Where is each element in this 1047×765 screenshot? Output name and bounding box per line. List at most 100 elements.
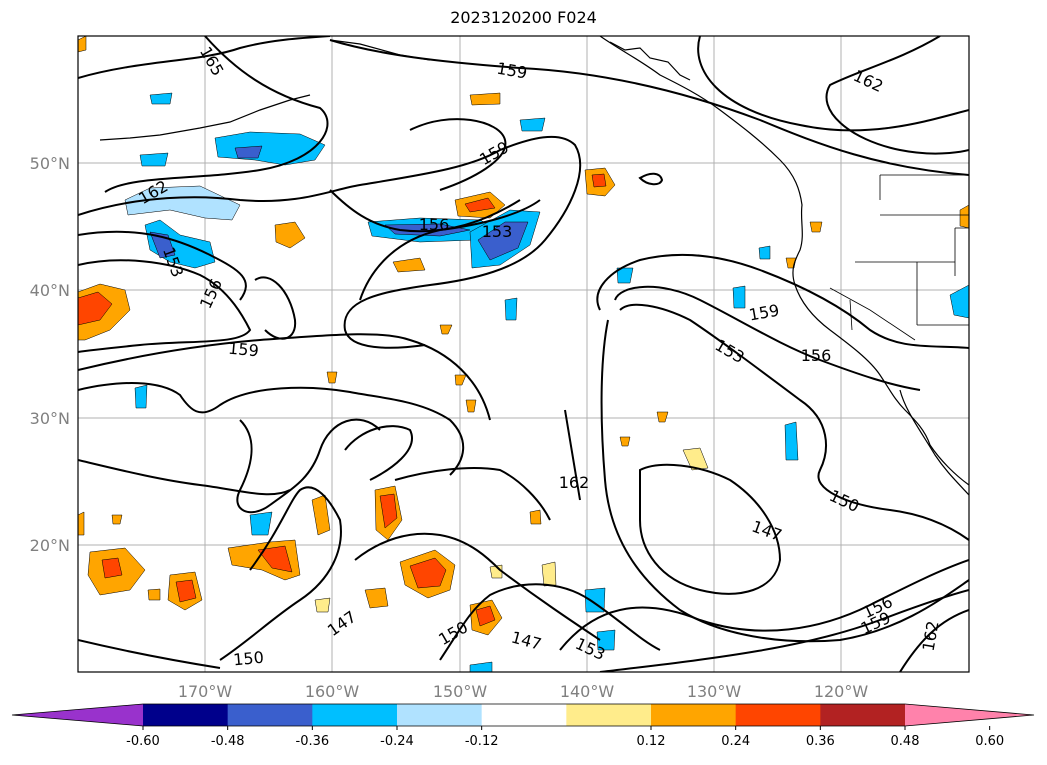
- negative-patch: [384, 223, 471, 237]
- contour-line: [619, 303, 969, 541]
- colorbar-tick-label: -0.36: [296, 734, 330, 749]
- positive-patch: [809, 221, 823, 233]
- negative-patch: [134, 384, 148, 409]
- contour-line: [359, 199, 541, 301]
- lon-label: 130°W: [687, 682, 742, 701]
- colorbar-swatch: [820, 704, 906, 726]
- negative-patch: [732, 285, 746, 309]
- negative-patch: [784, 421, 799, 461]
- positive-patch: [469, 92, 501, 106]
- positive-patch: [409, 557, 447, 589]
- lat-axis: 50°N 40°N 30°N 20°N: [30, 154, 70, 555]
- negative-patch: [124, 185, 241, 221]
- contour-line: [394, 467, 551, 521]
- positive-patch: [591, 173, 607, 188]
- positive-patch: [175, 579, 197, 603]
- contour-line: [599, 589, 969, 672]
- contour-line: [78, 259, 252, 353]
- contour-line: [104, 36, 329, 193]
- colorbar: -0.60 -0.48 -0.36 -0.24 -0.12 0.12 0.24 0.36 0.4…: [11, 703, 1035, 749]
- height-contours: [78, 36, 969, 672]
- contour-label: 162: [559, 473, 590, 492]
- positive-patch: [464, 197, 496, 213]
- coastline-aleutians: [99, 94, 311, 141]
- contour-line: [329, 189, 521, 233]
- contour-line: [697, 36, 969, 132]
- negative-patch: [249, 511, 273, 536]
- contour-line: [78, 135, 582, 349]
- negative-patch: [469, 661, 493, 672]
- contour-line: [899, 609, 969, 672]
- contour-line: [78, 639, 221, 669]
- colorbar-extend-low: [12, 704, 143, 726]
- contour-line: [254, 276, 297, 340]
- coastline-na: [609, 41, 691, 81]
- colorbar-tick-label: 0.12: [637, 734, 666, 749]
- colorbar-swatch: [735, 704, 821, 726]
- colorbar-swatch: [651, 704, 737, 726]
- map-frame: [77, 35, 970, 673]
- negative-patch: [149, 92, 173, 105]
- colorbar-extend-high: [905, 704, 1034, 726]
- colorbar-swatch: [143, 704, 229, 726]
- contour-label: 150: [232, 648, 264, 670]
- colorbar-tick-label: -0.60: [126, 734, 160, 749]
- graticule: [78, 36, 969, 672]
- positive-patch: [78, 511, 85, 536]
- positive-patch: [392, 257, 426, 273]
- contour-line: [78, 459, 291, 496]
- negative-patch: [949, 284, 969, 319]
- contour-line: [409, 118, 507, 191]
- negative-patch: [758, 245, 771, 260]
- lat-label: 50°N: [30, 154, 70, 173]
- positive-patch: [439, 324, 453, 335]
- contour-line: [354, 532, 601, 641]
- positive-patch: [147, 588, 161, 601]
- contour-line: [614, 285, 921, 391]
- colorbar-swatch: [566, 704, 652, 726]
- contour-line: [78, 382, 465, 476]
- lon-label: 150°W: [433, 682, 488, 701]
- state-borders: [855, 174, 969, 326]
- lon-label: 170°W: [178, 682, 233, 701]
- coastline-baja: [899, 389, 969, 496]
- contour-line: [219, 486, 342, 661]
- negative-patch: [616, 267, 634, 284]
- contour-line: [638, 172, 664, 186]
- contour-line: [78, 230, 247, 301]
- positive-patch: [656, 411, 669, 423]
- coastline-ak: [329, 39, 431, 61]
- negative-patch: [504, 297, 518, 321]
- positive-patch: [326, 371, 338, 384]
- colorbar-swatch: [227, 704, 313, 726]
- lon-label: 160°W: [305, 682, 360, 701]
- positive-patch: [379, 493, 398, 529]
- positive-patch: [257, 545, 293, 573]
- contour-line: [639, 463, 782, 595]
- colorbar-tick-label: -0.48: [211, 734, 245, 749]
- map-background: [78, 36, 969, 672]
- colorbar-tick-label: 0.48: [891, 734, 920, 749]
- contour-line: [825, 36, 969, 155]
- lon-label: 120°W: [814, 682, 869, 701]
- coastlines: [99, 36, 969, 496]
- positive-patch: [619, 436, 631, 447]
- colorbar-tick-label: 0.60: [975, 734, 1004, 749]
- negative-patch: [519, 117, 546, 132]
- positive-patch: [682, 447, 709, 471]
- contour-label: 153: [482, 222, 513, 241]
- contour-line: [236, 418, 381, 514]
- negative-patch: [234, 145, 263, 159]
- positive-patch: [78, 291, 113, 326]
- positive-patch: [454, 374, 467, 386]
- positive-patch: [111, 514, 123, 525]
- positive-patch: [465, 399, 477, 413]
- positive-patch: [274, 221, 306, 249]
- state-borders: [829, 287, 916, 341]
- contour-label: 156: [419, 215, 450, 234]
- coastline-na: [599, 36, 969, 486]
- positive-patch: [364, 587, 389, 609]
- contour-label: 156: [801, 346, 832, 365]
- positive-patch: [311, 494, 331, 536]
